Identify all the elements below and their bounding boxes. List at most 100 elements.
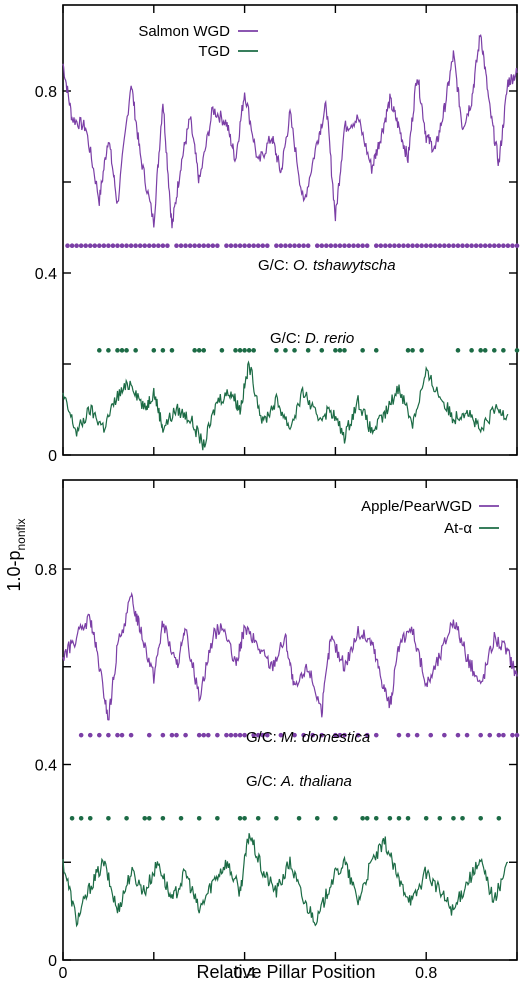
top-gc-dot: [423, 243, 429, 248]
top-gc-dot: [210, 243, 216, 248]
y-axis-title-subscript: nonfix: [14, 518, 28, 550]
top-gc-dot: [383, 243, 388, 248]
top-gc-dot: [446, 243, 452, 248]
top-gc-dot: [119, 243, 125, 248]
bottom-gc-dot: [296, 815, 302, 821]
top-gc-dot: [451, 243, 456, 248]
bottom-gc-dot: [201, 732, 207, 738]
bottom-gc-dot: [196, 815, 202, 821]
top-gc-dot: [283, 348, 288, 353]
top-gc-dot: [201, 243, 207, 248]
bottom-gc-dot: [160, 732, 166, 738]
top-gc-dot: [246, 243, 252, 248]
bottom-gc-dot: [405, 732, 411, 738]
bottom-annotation-apple-prefix: G/C:: [246, 729, 281, 746]
top-gc-dot: [324, 243, 329, 248]
top-gc-dot: [432, 243, 438, 248]
top-gc-dot: [255, 243, 261, 248]
bottom-gc-dot: [215, 815, 220, 821]
top-gc-dot: [242, 243, 247, 248]
bottom-gc-dot: [319, 732, 325, 738]
bottom-gc-dot: [215, 732, 220, 738]
bottom-gc-dot: [265, 732, 270, 738]
bottom-gc-dot: [387, 815, 393, 821]
top-gc-dot: [233, 348, 238, 353]
top-plot-frame: [62, 4, 518, 456]
bottom-gc-dot: [414, 732, 420, 738]
bottom-gc-dot: [142, 815, 148, 821]
top-gc-dot: [160, 243, 166, 248]
bottom-gc-dot: [224, 732, 229, 738]
top-gc-dot: [337, 348, 343, 353]
bottom-gc-dot: [278, 732, 284, 738]
bottom-gc-dot: [128, 732, 134, 738]
top-annotation-zebrafish-prefix: G/C:: [270, 330, 305, 347]
bottom-gc-dot: [242, 732, 247, 738]
top-gc-dot: [160, 348, 166, 353]
bottom-gc-dot: [274, 815, 279, 821]
bottom-annotation-apple-species: M. domestica: [281, 729, 370, 746]
top-legend-tgd-label: TGD: [198, 43, 230, 60]
bottom-annotation-apple: G/C: M. domestica: [246, 729, 370, 746]
top-gc-dot: [201, 348, 207, 353]
top-gc-dot: [274, 348, 279, 353]
top-gc-dot: [414, 243, 420, 248]
top-gc-dot: [396, 243, 402, 248]
bottom-gc-dot: [460, 815, 465, 821]
top-gc-dot: [405, 348, 411, 353]
top-gc-dot: [219, 348, 225, 353]
bottom-legend-apple-label: Apple/PearWGD: [361, 498, 472, 515]
top-gc-dot: [342, 348, 347, 353]
bottom-series-line-1: [62, 833, 509, 928]
bottom-gc-dot: [496, 732, 502, 738]
bottom-gc-dot: [364, 732, 370, 738]
bottom-gc-dot: [455, 732, 461, 738]
top-gc-dot: [482, 348, 488, 353]
bottom-ytick-label: 0: [48, 953, 57, 970]
bottom-gc-dot: [87, 815, 93, 821]
top-gc-dot: [437, 243, 443, 248]
top-gc-dot: [196, 243, 202, 248]
bottom-gc-dot: [115, 732, 120, 738]
bottom-gc-dot: [501, 732, 506, 738]
top-gc-dot: [482, 243, 488, 248]
top-series-line-0: [62, 33, 518, 229]
bottom-gc-dot: [428, 732, 434, 738]
bottom-series-lines: [62, 591, 518, 928]
bottom-gc-dot: [196, 732, 202, 738]
top-gc-dot: [514, 348, 520, 353]
bottom-gc-dot: [237, 732, 243, 738]
top-gc-dot: [455, 348, 461, 353]
top-ytick-label: 0.4: [35, 266, 57, 283]
bottom-gc-dot: [396, 815, 402, 821]
top-gc-dot: [215, 243, 220, 248]
top-gc-dot: [169, 348, 175, 353]
top-gc-dot: [319, 243, 325, 248]
top-gc-dot: [151, 243, 157, 248]
bottom-gc-dot: [228, 732, 234, 738]
top-gc-dot: [278, 243, 284, 248]
top-gc-dot: [410, 243, 415, 248]
bottom-gc-dot: [233, 732, 238, 738]
top-gc-dot: [192, 243, 197, 248]
bottom-gc-dot: [119, 732, 125, 738]
top-gc-dot: [283, 243, 288, 248]
top-legend-salmon-label: Salmon WGD: [138, 23, 230, 40]
bottom-annotation-arabidopsis-prefix: G/C:: [246, 773, 281, 790]
top-gc-dot: [192, 348, 197, 353]
bottom-xtick-label: 0: [59, 965, 68, 981]
top-gc-dot: [78, 243, 84, 248]
top-gc-dot: [128, 243, 134, 248]
bottom-series-line-0: [62, 591, 518, 721]
top-gc-dot: [137, 243, 143, 248]
bottom-axis-ticks: 0 0.4 0.8 0 0.4 0.8: [35, 480, 518, 981]
top-gc-dot: [274, 243, 279, 248]
top-gc-dot: [260, 243, 266, 248]
bottom-gc-dot: [478, 815, 483, 821]
top-gc-dot: [97, 348, 102, 353]
top-annotation-zebrafish: G/C: D. rerio: [270, 330, 354, 347]
top-gc-dot: [342, 243, 347, 248]
top-gc-dot: [69, 243, 75, 248]
bottom-gc-dot: [146, 815, 152, 821]
